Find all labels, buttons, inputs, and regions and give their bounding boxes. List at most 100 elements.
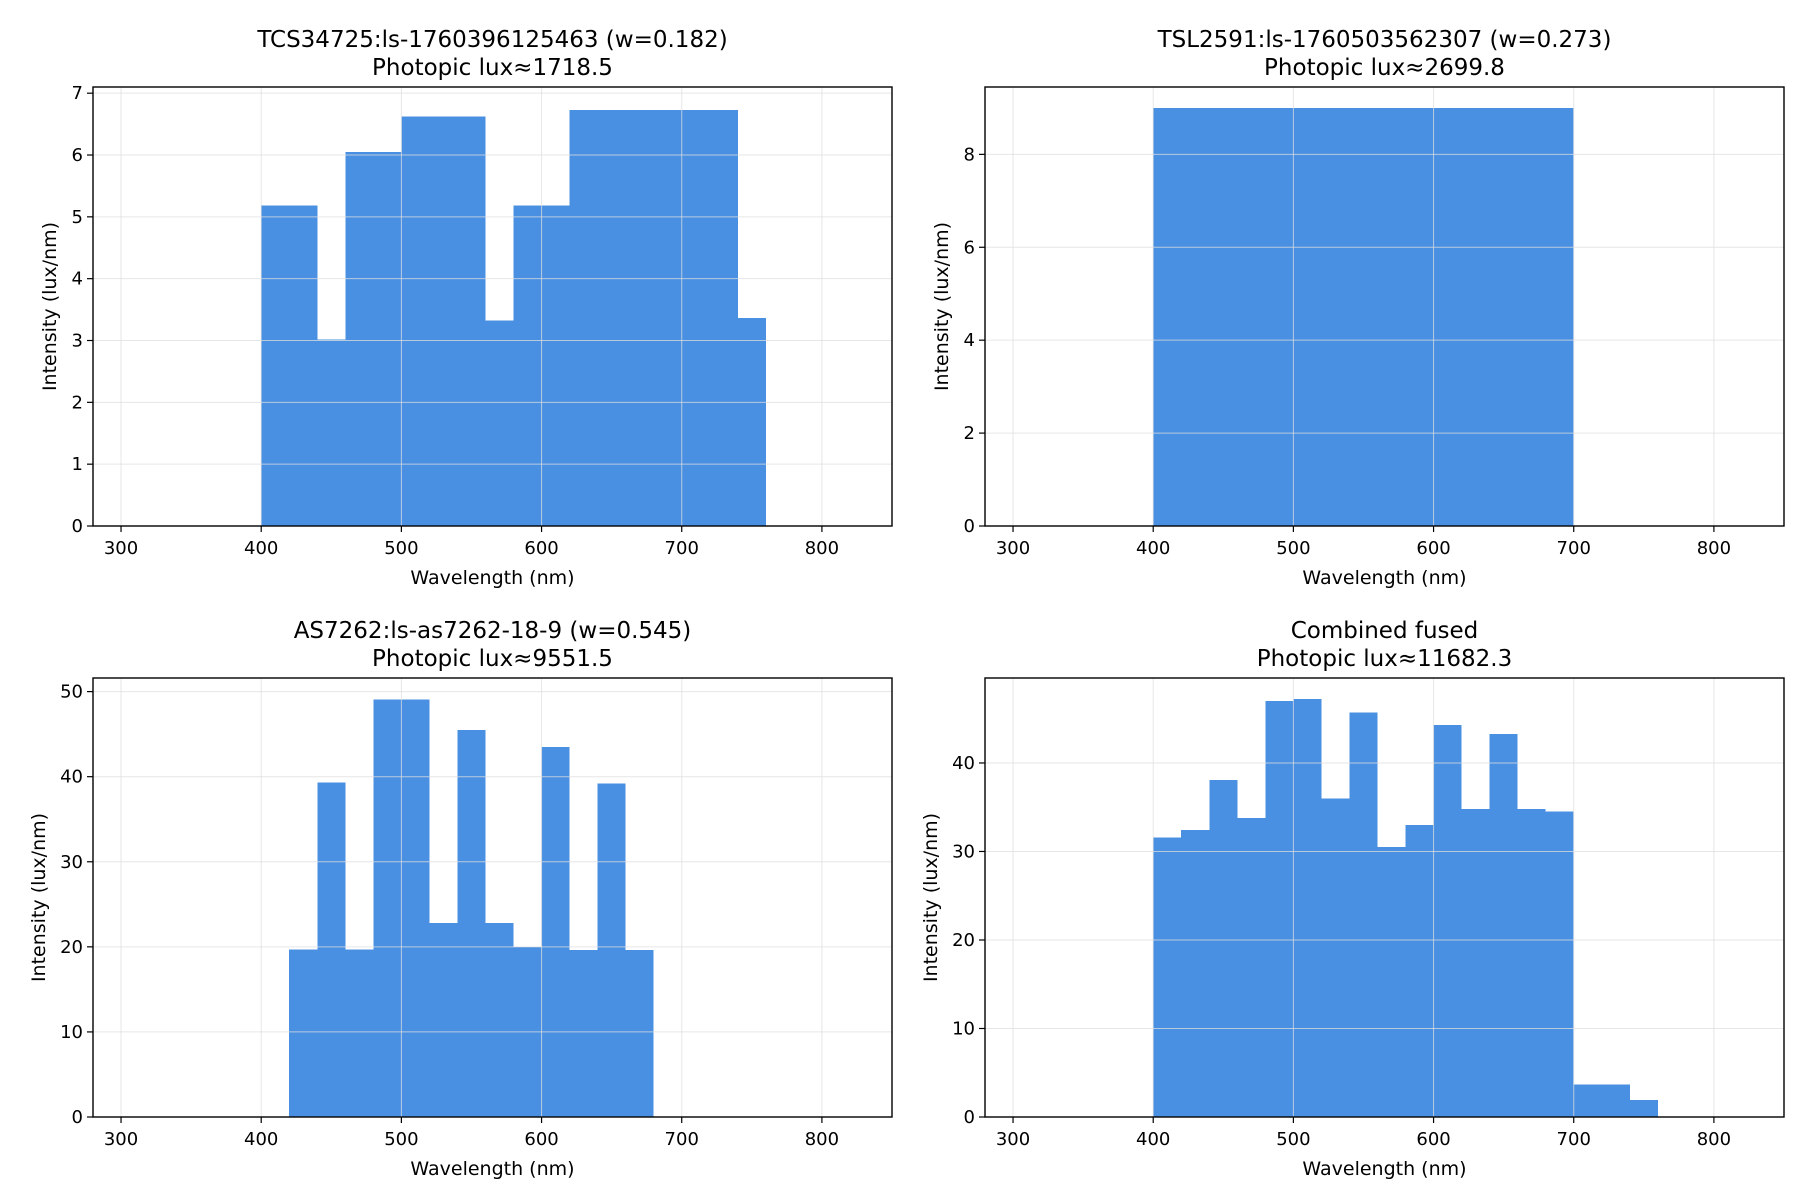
chart-subtitle: Photopic lux≈1718.5 xyxy=(372,55,613,81)
x-tick-label-800: 800 xyxy=(1697,538,1731,559)
x-tick-label-700: 700 xyxy=(665,538,699,559)
bar-580-600 xyxy=(1405,824,1434,1117)
x-tick-label-800: 800 xyxy=(805,1129,839,1150)
y-tick-label-50: 50 xyxy=(60,682,83,703)
bar-560-580 xyxy=(485,923,514,1117)
bar-600-620 xyxy=(1433,724,1462,1117)
y-tick-label-30: 30 xyxy=(952,841,975,862)
y-tick-label-0: 0 xyxy=(964,1107,975,1128)
y-axis-label: Intensity (lux/nm) xyxy=(28,813,50,982)
y-tick-label-1: 1 xyxy=(72,454,83,475)
plot-frame xyxy=(92,677,893,1118)
y-tick-label-30: 30 xyxy=(60,852,83,873)
x-axis-label: Wavelength (nm) xyxy=(1302,1158,1466,1180)
y-tick-label-3: 3 xyxy=(72,331,83,352)
bar-480-500 xyxy=(1265,701,1294,1117)
y-tick-label-8: 8 xyxy=(964,144,975,165)
y-tick-label-20: 20 xyxy=(952,930,975,951)
x-tick-label-500: 500 xyxy=(384,538,418,559)
y-axis-label: Intensity (lux/nm) xyxy=(39,222,61,391)
bar-460-480 xyxy=(1237,817,1266,1117)
y-tick-label-4: 4 xyxy=(72,269,83,290)
bar-540-560 xyxy=(1349,712,1378,1117)
bar-420-440 xyxy=(1181,830,1210,1117)
x-tick-label-800: 800 xyxy=(805,538,839,559)
y-tick-label-2: 2 xyxy=(72,392,83,413)
bar-740-760 xyxy=(1629,1100,1658,1117)
y-tick-label-0: 0 xyxy=(72,1107,83,1128)
x-axis-label: Wavelength (nm) xyxy=(1302,567,1466,589)
bars xyxy=(1153,699,1658,1117)
y-tick-label-6: 6 xyxy=(964,237,975,258)
x-tick-label-700: 700 xyxy=(1557,538,1591,559)
bar-500-560 xyxy=(401,116,486,527)
plot-frame xyxy=(92,86,893,527)
x-tick-label-600: 600 xyxy=(524,1129,558,1150)
y-tick-label-2: 2 xyxy=(964,423,975,444)
bar-440-460 xyxy=(317,339,346,526)
bar-460-480 xyxy=(345,949,374,1117)
chart-subtitle: Photopic lux≈9551.5 xyxy=(372,646,613,672)
bars xyxy=(1153,107,1574,527)
y-tick-label-0: 0 xyxy=(72,516,83,537)
chart-subtitle: Photopic lux≈11682.3 xyxy=(1257,646,1513,672)
bar-520-540 xyxy=(429,923,458,1117)
chart-title: Combined fused xyxy=(1291,618,1479,644)
chart-panel-3: 300 400 500 600 700 800 0 10 20 30 40 50 Wavelength … xyxy=(28,618,893,1180)
bars xyxy=(289,699,654,1117)
bar-660-680 xyxy=(625,950,654,1117)
bar-520-540 xyxy=(1321,798,1350,1117)
y-tick-label-40: 40 xyxy=(60,767,83,788)
y-tick-label-6: 6 xyxy=(72,145,83,166)
bar-540-560 xyxy=(457,729,486,1117)
x-axis: 300 400 500 600 700 800 xyxy=(104,1117,839,1150)
bar-440-460 xyxy=(1209,779,1238,1117)
bar-740-760 xyxy=(737,318,766,526)
x-axis: 300 400 500 600 700 800 xyxy=(996,526,1731,559)
y-tick-label-7: 7 xyxy=(72,83,83,104)
plot-frame xyxy=(984,86,1785,527)
x-axis: 300 400 500 600 700 800 xyxy=(996,1117,1731,1150)
x-tick-label-400: 400 xyxy=(244,1129,278,1150)
x-tick-label-300: 300 xyxy=(104,538,138,559)
bar-600-620 xyxy=(541,746,570,1117)
bar-640-660 xyxy=(597,783,626,1117)
bar-400-440 xyxy=(261,205,318,526)
y-axis-label: Intensity (lux/nm) xyxy=(920,813,942,982)
y-tick-label-20: 20 xyxy=(60,937,83,958)
chart-panel-4: 300 400 500 600 700 800 0 10 20 30 40 Wavelength (n… xyxy=(920,618,1785,1180)
y-tick-label-10: 10 xyxy=(952,1018,975,1039)
bar-400-420 xyxy=(1153,837,1182,1117)
chart-subtitle: Photopic lux≈2699.8 xyxy=(1264,55,1505,81)
y-tick-label-0: 0 xyxy=(964,516,975,537)
bar-700-740 xyxy=(1573,1084,1630,1117)
y-tick-label-5: 5 xyxy=(72,207,83,228)
bar-620-640 xyxy=(1461,808,1490,1117)
bar-400-700 xyxy=(1153,107,1574,527)
bar-680-700 xyxy=(1545,811,1574,1117)
bar-660-680 xyxy=(1517,808,1546,1117)
bars xyxy=(261,109,766,527)
chart-title: TCS34725:ls-1760396125463 (w=0.182) xyxy=(256,27,727,53)
bar-440-460 xyxy=(317,782,346,1117)
x-axis-label: Wavelength (nm) xyxy=(410,1158,574,1180)
bar-460-500 xyxy=(345,151,402,526)
y-tick-label-40: 40 xyxy=(952,753,975,774)
y-axis: 0 1 2 3 4 5 6 7 xyxy=(72,83,93,537)
x-tick-label-700: 700 xyxy=(1557,1129,1591,1150)
chart-panel-1: 300 400 500 600 700 800 0 1 2 3 4 5 6 7 Wavelength (nm… xyxy=(39,27,893,589)
x-tick-label-600: 600 xyxy=(524,538,558,559)
x-tick-label-400: 400 xyxy=(1136,1129,1170,1150)
chart-title: TSL2591:ls-1760503562307 (w=0.273) xyxy=(1157,27,1612,53)
x-tick-label-400: 400 xyxy=(244,538,278,559)
x-tick-label-400: 400 xyxy=(1136,538,1170,559)
bar-500-520 xyxy=(1293,699,1322,1117)
x-tick-label-500: 500 xyxy=(1276,538,1310,559)
chart-title: AS7262:ls-as7262-18-9 (w=0.545) xyxy=(294,618,692,644)
x-tick-label-300: 300 xyxy=(996,1129,1030,1150)
y-tick-label-10: 10 xyxy=(60,1022,83,1043)
y-axis-label: Intensity (lux/nm) xyxy=(931,222,953,391)
x-tick-label-600: 600 xyxy=(1416,538,1450,559)
